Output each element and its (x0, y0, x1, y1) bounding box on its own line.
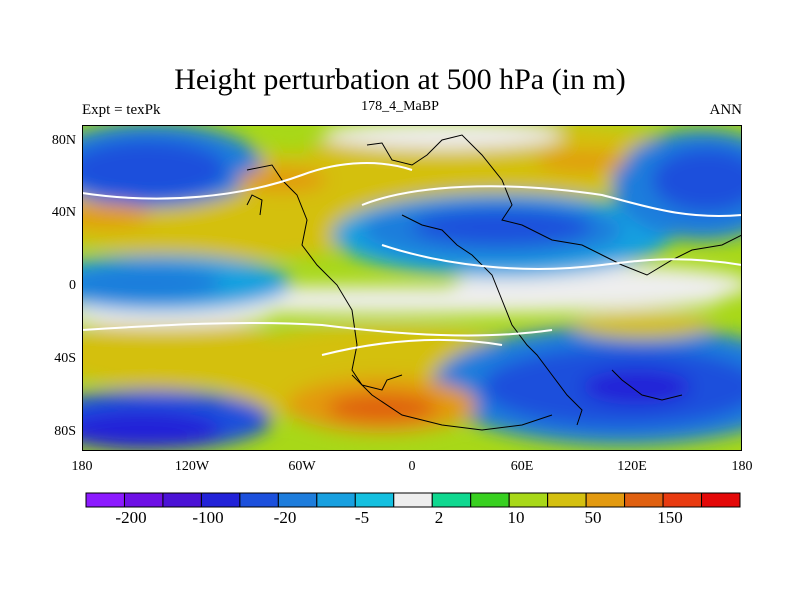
colorbar-swatch (200, 492, 241, 508)
colorbar-tick-label: -200 (115, 508, 147, 527)
colorbar-swatch (547, 492, 587, 508)
lon-tick-label: 180 (71, 459, 93, 474)
colorbar-swatch (277, 492, 318, 508)
colorbar-tick-label: 2 (434, 508, 444, 527)
colorbar-swatch (701, 492, 741, 508)
lon-tick-label: 120W (174, 459, 210, 474)
colorbar-swatch (239, 492, 279, 508)
colorbar-swatch (585, 492, 626, 508)
lat-tick-label: 80S (54, 424, 76, 439)
colorbar (85, 492, 741, 508)
map-title: Height perturbation at 500 hPa (in m) (174, 63, 626, 96)
season-label: ANN (709, 102, 743, 118)
contour-map (82, 125, 742, 451)
colorbar-swatch (624, 492, 664, 508)
colorbar-swatch (508, 492, 549, 508)
lon-tick-label: 120E (617, 459, 647, 474)
lon-tick-label: 60W (288, 459, 316, 474)
lat-tick-label: 0 (69, 278, 76, 293)
lon-tick-label: 0 (408, 459, 416, 474)
case-label: 178_4_MaBP (361, 99, 439, 114)
colorbar-tick-label: -20 (273, 508, 297, 527)
colorbar-swatch (162, 492, 202, 508)
lat-tick-label: 80N (51, 133, 76, 148)
experiment-label: Expt = texPk (82, 102, 161, 118)
colorbar-swatch (85, 492, 125, 508)
lat-tick-label: 40S (54, 351, 76, 366)
colorbar-swatch (316, 492, 356, 508)
colorbar-tick-label: 10 (507, 508, 525, 527)
colorbar-tick-label: 150 (657, 508, 683, 527)
colorbar-swatch (393, 492, 433, 508)
colorbar-swatch (662, 492, 703, 508)
map-panel (82, 125, 742, 451)
colorbar-tick-label: 50 (584, 508, 602, 527)
colorbar-swatch (123, 492, 164, 508)
colorbar-tick-label: -100 (192, 508, 224, 527)
colorbar-swatch (470, 492, 510, 508)
lon-tick-label: 180 (731, 459, 753, 474)
colorbar-swatch (431, 492, 472, 508)
lon-tick-label: 60E (510, 459, 534, 474)
colorbar-tick-label: -5 (354, 508, 370, 527)
colorbar-swatch (354, 492, 395, 508)
lat-tick-label: 40N (51, 205, 76, 220)
